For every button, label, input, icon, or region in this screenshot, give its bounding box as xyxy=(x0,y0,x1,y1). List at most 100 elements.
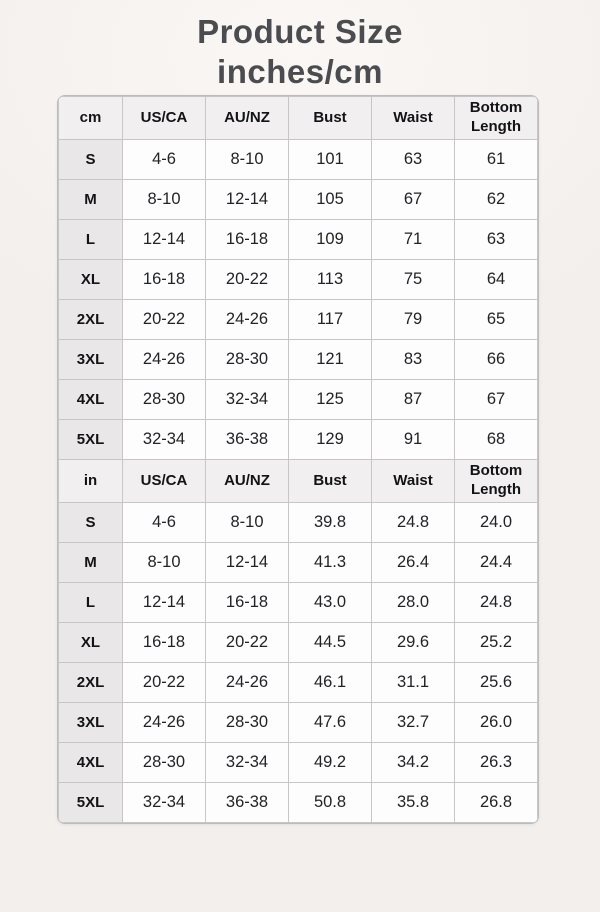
value-cell: 109 xyxy=(288,219,372,260)
value-cell: 8-10 xyxy=(122,542,206,583)
value-cell: 101 xyxy=(288,139,372,180)
value-cell: 47.6 xyxy=(288,702,372,743)
value-cell: 8-10 xyxy=(205,502,289,543)
size-label-cell: XL xyxy=(58,622,123,663)
value-cell: 26.8 xyxy=(454,782,538,823)
header-cell-bottom-length: Bottom Length xyxy=(454,96,538,140)
value-cell: 24-26 xyxy=(122,339,206,380)
value-cell: 35.8 xyxy=(371,782,455,823)
size-label-cell: 4XL xyxy=(58,379,123,420)
value-cell: 4-6 xyxy=(122,139,206,180)
size-label-cell: 2XL xyxy=(58,299,123,340)
value-cell: 24.8 xyxy=(454,582,538,623)
size-row-l-in: L 12-14 16-18 43.0 28.0 24.8 xyxy=(58,582,538,623)
value-cell: 24.4 xyxy=(454,542,538,583)
value-cell: 12-14 xyxy=(122,219,206,260)
header-row-cm: cm US/CA AU/NZ Bust Waist Bottom Length xyxy=(58,96,538,140)
value-cell: 24-26 xyxy=(122,702,206,743)
header-cell-in: in xyxy=(58,459,123,503)
value-cell: 26.3 xyxy=(454,742,538,783)
size-label-cell: L xyxy=(58,582,123,623)
size-row-3xl-cm: 3XL 24-26 28-30 121 83 66 xyxy=(58,339,538,380)
value-cell: 32-34 xyxy=(205,379,289,420)
header-row-in: in US/CA AU/NZ Bust Waist Bottom Length xyxy=(58,459,538,503)
value-cell: 41.3 xyxy=(288,542,372,583)
value-cell: 12-14 xyxy=(205,179,289,220)
value-cell: 12-14 xyxy=(205,542,289,583)
value-cell: 28-30 xyxy=(205,702,289,743)
value-cell: 34.2 xyxy=(371,742,455,783)
size-label-cell: 4XL xyxy=(58,742,123,783)
header-cell-au-nz: AU/NZ xyxy=(205,459,289,503)
value-cell: 32-34 xyxy=(205,742,289,783)
value-cell: 16-18 xyxy=(205,219,289,260)
value-cell: 32.7 xyxy=(371,702,455,743)
size-row-xl-in: XL 16-18 20-22 44.5 29.6 25.2 xyxy=(58,622,538,663)
header-cell-us-ca: US/CA xyxy=(122,96,206,140)
value-cell: 121 xyxy=(288,339,372,380)
value-cell: 25.2 xyxy=(454,622,538,663)
value-cell: 43.0 xyxy=(288,582,372,623)
value-cell: 26.4 xyxy=(371,542,455,583)
header-cell-waist: Waist xyxy=(371,459,455,503)
value-cell: 67 xyxy=(454,379,538,420)
page-title-line1: Product Size xyxy=(197,13,403,50)
value-cell: 25.6 xyxy=(454,662,538,703)
value-cell: 28-30 xyxy=(122,742,206,783)
value-cell: 46.1 xyxy=(288,662,372,703)
size-label-cell: L xyxy=(58,219,123,260)
value-cell: 63 xyxy=(371,139,455,180)
header-cell-us-ca: US/CA xyxy=(122,459,206,503)
value-cell: 79 xyxy=(371,299,455,340)
value-cell: 29.6 xyxy=(371,622,455,663)
value-cell: 71 xyxy=(371,219,455,260)
value-cell: 20-22 xyxy=(205,622,289,663)
value-cell: 113 xyxy=(288,259,372,300)
value-cell: 36-38 xyxy=(205,419,289,460)
value-cell: 62 xyxy=(454,179,538,220)
size-label-cell: 3XL xyxy=(58,702,123,743)
value-cell: 67 xyxy=(371,179,455,220)
value-cell: 28-30 xyxy=(205,339,289,380)
value-cell: 49.2 xyxy=(288,742,372,783)
value-cell: 64 xyxy=(454,259,538,300)
size-chart-page: Product Size inches/cm cm US/CA AU/NZ Bust W… xyxy=(0,12,600,912)
value-cell: 87 xyxy=(371,379,455,420)
size-label-cell: XL xyxy=(58,259,123,300)
value-cell: 12-14 xyxy=(122,582,206,623)
size-row-s-in: S 4-6 8-10 39.8 24.8 24.0 xyxy=(58,502,538,543)
value-cell: 4-6 xyxy=(122,502,206,543)
size-label-cell: M xyxy=(58,542,123,583)
value-cell: 28-30 xyxy=(122,379,206,420)
value-cell: 65 xyxy=(454,299,538,340)
size-label-cell: M xyxy=(58,179,123,220)
value-cell: 20-22 xyxy=(205,259,289,300)
value-cell: 66 xyxy=(454,339,538,380)
value-cell: 68 xyxy=(454,419,538,460)
value-cell: 105 xyxy=(288,179,372,220)
value-cell: 32-34 xyxy=(122,419,206,460)
value-cell: 39.8 xyxy=(288,502,372,543)
value-cell: 16-18 xyxy=(205,582,289,623)
size-row-m-cm: M 8-10 12-14 105 67 62 xyxy=(58,179,538,220)
value-cell: 16-18 xyxy=(122,259,206,300)
value-cell: 24.0 xyxy=(454,502,538,543)
header-cell-bottom-length: Bottom Length xyxy=(454,459,538,503)
value-cell: 117 xyxy=(288,299,372,340)
value-cell: 63 xyxy=(454,219,538,260)
page-title-line2: inches/cm xyxy=(217,53,383,90)
size-table: cm US/CA AU/NZ Bust Waist Bottom Length S 4-6 8-… xyxy=(58,96,538,823)
value-cell: 20-22 xyxy=(122,299,206,340)
size-label-cell: 3XL xyxy=(58,339,123,380)
size-label-cell: 5XL xyxy=(58,419,123,460)
size-row-m-in: M 8-10 12-14 41.3 26.4 24.4 xyxy=(58,542,538,583)
size-row-2xl-in: 2XL 20-22 24-26 46.1 31.1 25.6 xyxy=(58,662,538,703)
size-row-2xl-cm: 2XL 20-22 24-26 117 79 65 xyxy=(58,299,538,340)
value-cell: 20-22 xyxy=(122,662,206,703)
value-cell: 24-26 xyxy=(205,662,289,703)
header-cell-au-nz: AU/NZ xyxy=(205,96,289,140)
value-cell: 129 xyxy=(288,419,372,460)
header-cell-bust: Bust xyxy=(288,96,372,140)
size-row-l-cm: L 12-14 16-18 109 71 63 xyxy=(58,219,538,260)
value-cell: 36-38 xyxy=(205,782,289,823)
